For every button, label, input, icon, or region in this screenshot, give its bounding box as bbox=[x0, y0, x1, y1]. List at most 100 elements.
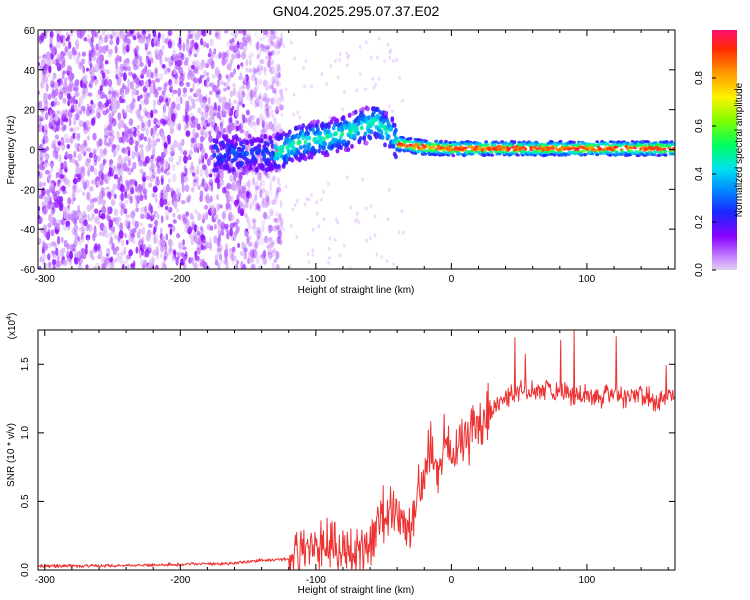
spectrogram-noise-cell bbox=[50, 194, 55, 199]
spectrogram-noise-cell bbox=[87, 34, 91, 39]
spectrogram-noise-cell bbox=[161, 45, 165, 50]
spectrogram-noise-cell bbox=[119, 179, 124, 185]
spectrogram-noise-cell bbox=[262, 96, 267, 102]
spectrogram-noise-cell bbox=[223, 259, 229, 265]
spectrogram-noise-cell bbox=[42, 92, 47, 101]
spectrogram-noise-cell bbox=[67, 84, 73, 93]
spectrogram-noise-cell bbox=[139, 133, 145, 141]
spectrogram-noise-cell bbox=[152, 104, 156, 114]
spectrogram-noise-cell bbox=[256, 40, 261, 49]
spectrogram-noise-cell bbox=[398, 75, 401, 80]
spectrogram-noise-cell bbox=[269, 181, 273, 191]
spectrogram-noise-cell bbox=[219, 179, 224, 185]
spectrogram-noise-cell bbox=[210, 207, 216, 214]
spectrogram-noise-cell bbox=[264, 196, 267, 203]
spectrogram-noise-cell bbox=[255, 255, 260, 265]
spectrogram-noise-cell bbox=[55, 81, 59, 89]
spectrogram-noise-cell bbox=[144, 110, 148, 117]
spectrogram-noise-cell bbox=[38, 180, 42, 186]
spectrogram-noise-cell bbox=[55, 101, 60, 106]
spectrogram-noise-cell bbox=[187, 30, 191, 35]
spectrogram-signal-cell bbox=[313, 148, 318, 154]
spectrogram-noise-cell bbox=[271, 114, 276, 120]
spectrogram-noise-cell bbox=[203, 204, 209, 210]
spectrogram-noise-cell bbox=[96, 196, 99, 203]
spectrogram-noise-cell bbox=[269, 208, 274, 217]
spectrogram-noise-cell bbox=[232, 236, 236, 242]
spectrogram-noise-cell bbox=[183, 155, 188, 164]
spectrogram-noise-cell bbox=[217, 228, 222, 234]
spectrogram-noise-cell bbox=[163, 256, 167, 262]
spectrogram-noise-cell bbox=[233, 255, 237, 261]
spectrogram-noise-cell bbox=[75, 91, 80, 97]
spectrogram-noise-cell bbox=[169, 228, 173, 236]
spectrogram-noise-cell bbox=[274, 45, 278, 50]
spectrogram-noise-cell bbox=[164, 205, 169, 211]
spectrogram-noise-cell bbox=[274, 191, 279, 199]
spectrogram-noise-cell bbox=[137, 34, 143, 40]
spectrogram-noise-cell bbox=[261, 121, 265, 129]
spectrogram-noise-cell bbox=[96, 180, 101, 187]
spectrogram-noise-cell bbox=[171, 101, 176, 110]
spectrogram-noise-cell bbox=[265, 112, 270, 119]
spectrogram-noise-cell bbox=[131, 218, 136, 226]
spectrogram-noise-cell bbox=[172, 49, 177, 57]
spectrogram-noise-cell bbox=[148, 202, 152, 212]
spectrogram-noise-cell bbox=[88, 52, 92, 62]
spectrogram-noise-cell bbox=[222, 127, 227, 134]
spectrogram-noise-cell bbox=[50, 209, 55, 216]
spectrogram-y-tick-label: -60 bbox=[21, 265, 36, 276]
spectrogram-noise-cell bbox=[196, 142, 200, 149]
spectrogram-noise-cell bbox=[64, 77, 68, 83]
spectrogram-noise-cell bbox=[264, 190, 270, 199]
snr-y-tick-label: 1.0 bbox=[20, 425, 31, 439]
spectrogram-noise-cell bbox=[260, 179, 266, 187]
spectrogram-noise-cell bbox=[208, 30, 212, 36]
spectrogram-signal-cell bbox=[364, 140, 369, 146]
spectrogram-noise-cell bbox=[189, 112, 194, 119]
spectrogram-noise-cell bbox=[256, 238, 261, 246]
spectrogram-noise-cell bbox=[215, 177, 220, 184]
spectrogram-noise-cell bbox=[59, 248, 64, 258]
snr-y-tick-label: 0.0 bbox=[20, 563, 31, 577]
spectrogram-noise-cell bbox=[206, 122, 211, 127]
spectrogram-noise-cell bbox=[218, 234, 221, 241]
spectrogram-noise-cell bbox=[192, 128, 196, 138]
spectrogram-noise-cell bbox=[128, 38, 131, 48]
spectrogram-noise-cell bbox=[82, 166, 86, 172]
spectrogram-noise-cell bbox=[106, 99, 111, 105]
spectrogram-noise-cell bbox=[277, 224, 282, 233]
spectrogram-noise-cell bbox=[228, 62, 232, 72]
spectrogram-noise-cell bbox=[255, 83, 259, 93]
spectrogram-noise-cell bbox=[112, 31, 116, 37]
spectrogram-noise-cell bbox=[255, 228, 261, 235]
spectrogram-noise-cell bbox=[83, 89, 86, 94]
spectrogram-noise-cell bbox=[170, 113, 176, 122]
spectrogram-noise-cell bbox=[82, 65, 86, 74]
spectrogram-noise-cell bbox=[50, 101, 55, 107]
spectrogram-noise-cell bbox=[236, 260, 240, 265]
spectrogram-noise-cell bbox=[168, 156, 173, 163]
spectrogram-noise-cell bbox=[216, 111, 221, 117]
spectrogram-signal-cell bbox=[231, 166, 236, 172]
spectrogram-noise-cell bbox=[132, 161, 137, 170]
spectrogram-noise-cell bbox=[61, 62, 66, 68]
spectrogram-noise-cell bbox=[253, 249, 259, 256]
spectrogram-signal-cell bbox=[226, 156, 231, 162]
spectrogram-noise-cell bbox=[148, 223, 153, 228]
spectrogram-noise-cell bbox=[274, 211, 280, 217]
spectrogram-noise-cell bbox=[192, 67, 198, 74]
spectrogram-noise-cell bbox=[327, 181, 330, 186]
spectrogram-noise-cell bbox=[188, 120, 193, 126]
spectrogram-noise-cell bbox=[203, 99, 207, 107]
spectrogram-signal-cell bbox=[369, 129, 374, 135]
spectrogram-noise-cell bbox=[246, 235, 251, 242]
spectrogram-noise-cell bbox=[45, 146, 50, 152]
spectrogram-noise-cell bbox=[232, 87, 236, 97]
spectrogram-noise-cell bbox=[81, 76, 87, 82]
spectrogram-noise-cell bbox=[209, 90, 213, 96]
spectrogram-noise-cell bbox=[66, 92, 71, 100]
spectrogram-noise-cell bbox=[262, 92, 268, 101]
spectrogram-noise-cell bbox=[192, 173, 197, 178]
spectrogram-signal-cell bbox=[575, 148, 580, 152]
